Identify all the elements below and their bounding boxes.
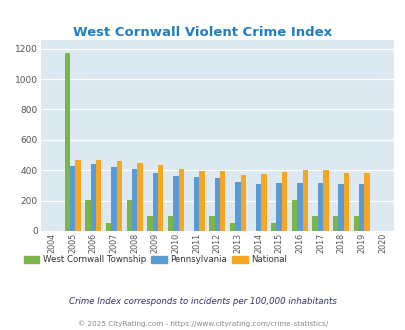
Bar (152, 173, 158, 231)
Bar (338, 184, 343, 231)
Bar (255, 184, 260, 231)
Bar (229, 223, 234, 231)
Bar (353, 216, 358, 231)
Bar (302, 170, 307, 231)
Bar (132, 169, 137, 231)
Bar (147, 216, 152, 231)
Text: Crime Index corresponds to incidents per 100,000 inhabitants: Crime Index corresponds to incidents per… (69, 297, 336, 306)
Bar (220, 171, 225, 231)
Bar (116, 161, 121, 231)
Bar (276, 183, 281, 231)
Text: © 2025 CityRating.com - https://www.cityrating.com/crime-statistics/: © 2025 CityRating.com - https://www.city… (78, 320, 327, 327)
Bar (271, 223, 276, 231)
Bar (281, 172, 286, 231)
Bar (111, 167, 116, 231)
Bar (358, 184, 364, 231)
Bar (240, 175, 245, 231)
Bar (137, 163, 142, 231)
Bar (312, 216, 317, 231)
Bar (364, 173, 369, 231)
Bar (332, 216, 338, 231)
Bar (214, 178, 220, 231)
Bar (158, 165, 163, 231)
Bar (260, 174, 266, 231)
Bar (167, 216, 173, 231)
Bar (194, 177, 199, 231)
Bar (322, 170, 328, 231)
Bar (96, 160, 101, 231)
Bar (106, 223, 111, 231)
Legend: West Cornwall Township, Pennsylvania, National: West Cornwall Township, Pennsylvania, Na… (21, 252, 290, 268)
Bar (75, 160, 81, 231)
Bar (291, 200, 296, 231)
Bar (199, 171, 204, 231)
Bar (234, 182, 240, 231)
Bar (343, 173, 348, 231)
Bar (296, 183, 302, 231)
Bar (90, 164, 96, 231)
Bar (178, 170, 183, 231)
Bar (64, 52, 70, 231)
Bar (173, 176, 178, 231)
Bar (126, 200, 132, 231)
Bar (209, 216, 214, 231)
Bar (317, 183, 322, 231)
Bar (85, 200, 90, 231)
Bar (70, 166, 75, 231)
Text: West Cornwall Violent Crime Index: West Cornwall Violent Crime Index (73, 26, 332, 39)
